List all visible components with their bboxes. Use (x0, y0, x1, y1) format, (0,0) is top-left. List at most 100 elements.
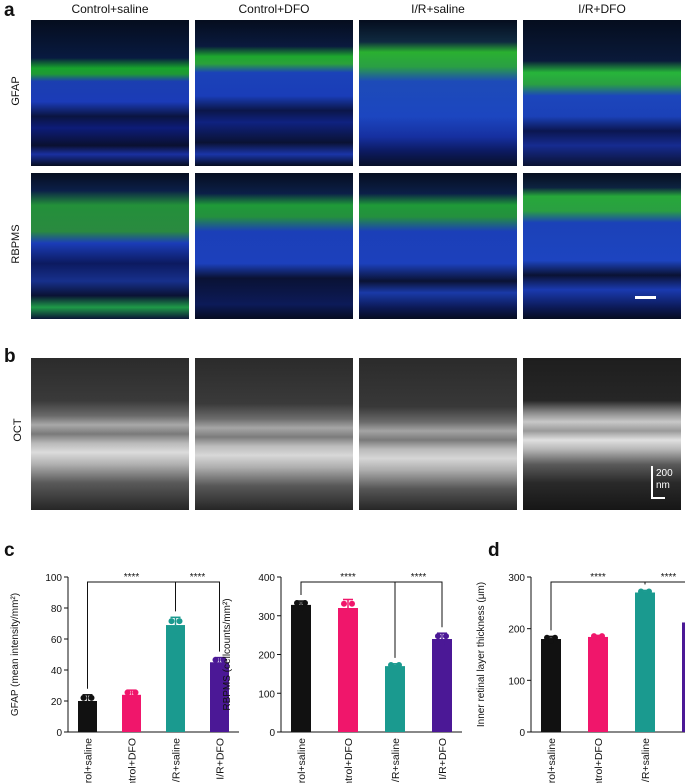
image-gfap-ir-dfo (523, 20, 681, 166)
column-title-control-dfo: Control+DFO (238, 2, 310, 16)
data-point (212, 656, 219, 663)
data-point (88, 694, 95, 701)
data-point (646, 588, 652, 595)
image-rbpms-ir-saline (359, 173, 517, 319)
image-rbpms-control-saline (31, 173, 189, 319)
image-oct-control-saline (31, 358, 189, 510)
y-axis-label: GFAP (mean intensity/mm²) (10, 593, 21, 716)
y-tick-label: 300 (508, 573, 525, 584)
panel-letter-d: d (488, 540, 500, 561)
oct-scale-unit: nm (656, 480, 670, 491)
x-tick-label: Control+DFO (343, 738, 355, 783)
data-point (345, 611, 351, 618)
y-tick-label: 40 (51, 666, 63, 677)
significance-label: **** (590, 572, 606, 583)
data-point (435, 633, 441, 640)
y-tick-label: 200 (508, 625, 525, 636)
x-tick-label: Control+saline (296, 738, 308, 783)
image-oct-control-dfo (195, 358, 353, 510)
image-rbpms-control-dfo (195, 173, 353, 319)
significance-label: **** (340, 572, 356, 583)
y-tick-label: 100 (45, 573, 62, 584)
chart-1: 0 100 200 300 400 RBPMS (cellcounts/mm²) Contr… (222, 572, 462, 783)
significance-bracket (394, 581, 443, 658)
significance-bracket (644, 581, 685, 585)
data-point (132, 689, 139, 696)
y-tick-label: 400 (258, 573, 275, 584)
panel-letter-a: a (4, 0, 15, 21)
data-point (599, 633, 605, 640)
data-point (349, 600, 355, 607)
y-tick-label: 100 (258, 689, 275, 700)
y-tick-label: 300 (258, 612, 275, 623)
bar (210, 662, 229, 732)
x-tick-label: Control+saline (83, 738, 95, 783)
image-gfap-control-dfo (195, 20, 353, 166)
bar (291, 604, 311, 732)
column-title-ir-saline: I/R+saline (411, 2, 465, 16)
data-point (220, 656, 227, 663)
data-point (128, 695, 135, 702)
image-gfap-ir-saline (359, 20, 517, 166)
oct-scale-bar-horizontal (651, 497, 665, 499)
y-tick-label: 0 (269, 728, 275, 739)
significance-label: **** (190, 572, 206, 583)
bar (682, 622, 685, 732)
bar (635, 592, 655, 732)
column-title-ir-dfo: I/R+DFO (578, 2, 626, 16)
y-tick-label: 200 (258, 651, 275, 662)
data-point (124, 689, 131, 696)
y-tick-label: 100 (508, 676, 525, 687)
scale-bar (635, 296, 656, 299)
bar (541, 639, 561, 732)
image-gfap-control-saline (31, 20, 189, 166)
bar (338, 608, 358, 732)
data-point (443, 633, 449, 640)
chart-2: 0 100 200 300 Inner retinal layer thickness … (476, 572, 685, 783)
chart-0: 0 20 40 60 80 100 GFAP (mean intensity/mm²) Con… (10, 572, 239, 783)
data-point (84, 702, 91, 709)
data-point (294, 599, 300, 606)
significance-bracket (550, 581, 646, 631)
column-title-control-saline: Control+saline (71, 2, 149, 16)
x-tick-label: Control+DFO (127, 738, 139, 783)
significance-bracket (175, 581, 220, 652)
data-point (298, 604, 304, 611)
y-axis-label: Inner retinal layer thickness (μm) (476, 582, 487, 727)
y-tick-label: 80 (51, 604, 63, 615)
data-point (80, 694, 87, 701)
significance-label: **** (411, 572, 427, 583)
x-tick-label: I/R+saline (171, 738, 183, 783)
panel-letter-c: c (4, 540, 15, 561)
data-point (341, 600, 347, 607)
data-point (176, 618, 183, 625)
x-tick-label: Control+DFO (593, 738, 605, 783)
data-point (216, 662, 223, 669)
data-point (548, 637, 554, 644)
x-tick-label: I/R+DFO (215, 738, 227, 780)
bar (166, 625, 185, 732)
data-point (544, 634, 550, 641)
y-axis-label: RBPMS (cellcounts/mm²) (222, 598, 233, 710)
oct-scale-label: 200 nm (656, 468, 673, 492)
data-point (168, 618, 175, 625)
bar (432, 639, 452, 732)
data-point (172, 627, 179, 634)
y-tick-label: 0 (519, 728, 525, 739)
data-point (396, 661, 402, 668)
bar (385, 666, 405, 732)
oct-scale-bar-vertical (651, 466, 653, 499)
panel-letter-b: b (4, 346, 16, 367)
bar (122, 694, 141, 732)
oct-scale-value: 200 (656, 468, 673, 479)
significance-bracket (87, 581, 176, 689)
x-tick-label: I/R+saline (390, 738, 402, 783)
y-tick-label: 60 (51, 635, 63, 646)
x-tick-label: Control+saline (546, 738, 558, 783)
data-point (439, 640, 445, 647)
image-rbpms-ir-dfo (523, 173, 681, 319)
bar (78, 701, 97, 732)
y-tick-label: 20 (51, 697, 63, 708)
x-tick-label: I/R+DFO (437, 738, 449, 780)
